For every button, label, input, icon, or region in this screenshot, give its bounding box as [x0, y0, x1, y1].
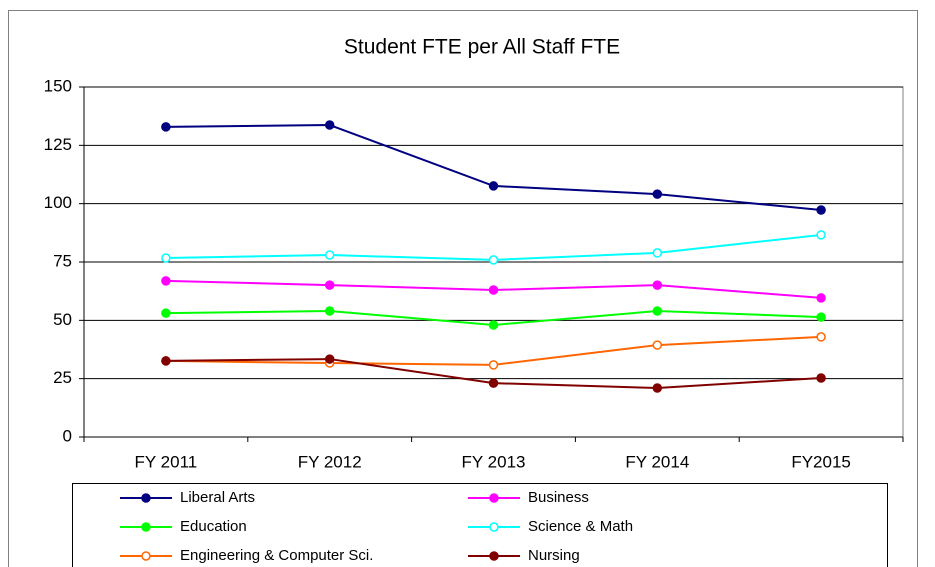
x-tick-label: FY2015: [791, 452, 851, 471]
data-point: [652, 248, 663, 258]
data-point: [488, 360, 499, 370]
x-tick-label: FY 2011: [135, 452, 198, 471]
data-point: [816, 312, 826, 322]
legend-label: Science & Math: [528, 518, 633, 535]
data-point: [324, 306, 335, 316]
y-tick-label: 0: [63, 426, 72, 445]
data-point: [816, 332, 826, 342]
data-point: [488, 378, 499, 388]
data-point: [652, 280, 663, 290]
legend-marker: [141, 522, 151, 532]
y-tick-label: 100: [44, 193, 72, 212]
data-point: [652, 306, 663, 316]
x-tick-label: FY 2012: [298, 452, 362, 471]
data-point: [324, 120, 335, 130]
legend-label: Nursing: [528, 547, 580, 564]
x-tick-label: FY 2014: [625, 452, 689, 471]
data-point: [324, 280, 335, 290]
data-point: [161, 356, 171, 366]
legend-marker: [141, 551, 151, 561]
data-point: [324, 354, 335, 364]
legend-label: Education: [180, 518, 247, 535]
y-tick-label: 50: [53, 310, 72, 329]
data-point: [488, 181, 499, 191]
data-point: [652, 340, 663, 350]
data-point: [161, 253, 171, 263]
legend-label: Engineering & Computer Sci.: [180, 547, 373, 564]
legend-marker: [489, 493, 499, 503]
y-tick-label: 125: [44, 135, 72, 154]
y-tick-label: 75: [53, 251, 72, 270]
data-point: [652, 189, 663, 199]
data-point: [652, 383, 663, 393]
data-point: [324, 250, 335, 260]
data-point: [816, 230, 826, 240]
data-point: [816, 205, 826, 215]
data-point: [161, 308, 171, 318]
legend-label: Liberal Arts: [180, 489, 255, 506]
data-point: [161, 122, 171, 132]
legend-marker: [489, 522, 499, 532]
data-point: [161, 276, 171, 286]
x-tick-label: FY 2013: [462, 452, 526, 471]
data-point: [816, 293, 826, 303]
legend-marker: [141, 493, 151, 503]
legend-marker: [489, 551, 499, 561]
y-tick-label: 150: [44, 76, 72, 95]
data-point: [816, 373, 826, 383]
chart-title: Student FTE per All Staff FTE: [344, 36, 620, 59]
data-point: [488, 255, 499, 265]
data-point: [488, 285, 499, 295]
legend-label: Business: [528, 489, 589, 506]
data-point: [488, 320, 499, 330]
y-tick-label: 25: [53, 368, 72, 387]
